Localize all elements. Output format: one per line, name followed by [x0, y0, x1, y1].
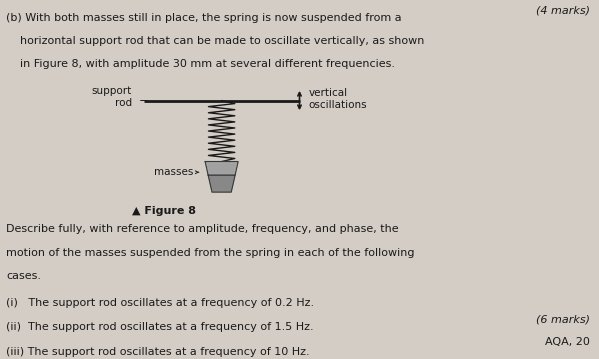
Text: (6 marks): (6 marks) — [536, 314, 590, 324]
Text: (4 marks): (4 marks) — [536, 5, 590, 15]
Text: AQA, 20: AQA, 20 — [545, 337, 590, 348]
Text: (i)   The support rod oscillates at a frequency of 0.2 Hz.: (i) The support rod oscillates at a freq… — [6, 298, 314, 308]
Polygon shape — [205, 162, 238, 175]
Text: in Figure 8, with amplitude 30 mm at several different frequencies.: in Figure 8, with amplitude 30 mm at sev… — [6, 59, 395, 69]
Text: (iii) The support rod oscillates at a frequency of 10 Hz.: (iii) The support rod oscillates at a fr… — [6, 347, 310, 357]
Polygon shape — [208, 175, 235, 192]
Text: ▲ Figure 8: ▲ Figure 8 — [132, 206, 196, 216]
Text: masses: masses — [154, 167, 193, 177]
Text: (b) With both masses still in place, the spring is now suspended from a: (b) With both masses still in place, the… — [6, 13, 401, 23]
Text: horizontal support rod that can be made to oscillate vertically, as shown: horizontal support rod that can be made … — [6, 36, 424, 46]
Text: motion of the masses suspended from the spring in each of the following: motion of the masses suspended from the … — [6, 248, 415, 258]
Text: Describe fully, with reference to amplitude, frequency, and phase, the: Describe fully, with reference to amplit… — [6, 224, 398, 234]
Text: vertical
oscillations: vertical oscillations — [308, 88, 367, 109]
Text: (ii)  The support rod oscillates at a frequency of 1.5 Hz.: (ii) The support rod oscillates at a fre… — [6, 322, 314, 332]
Text: support
rod: support rod — [92, 86, 132, 108]
Polygon shape — [207, 163, 237, 174]
Text: cases.: cases. — [6, 271, 41, 281]
